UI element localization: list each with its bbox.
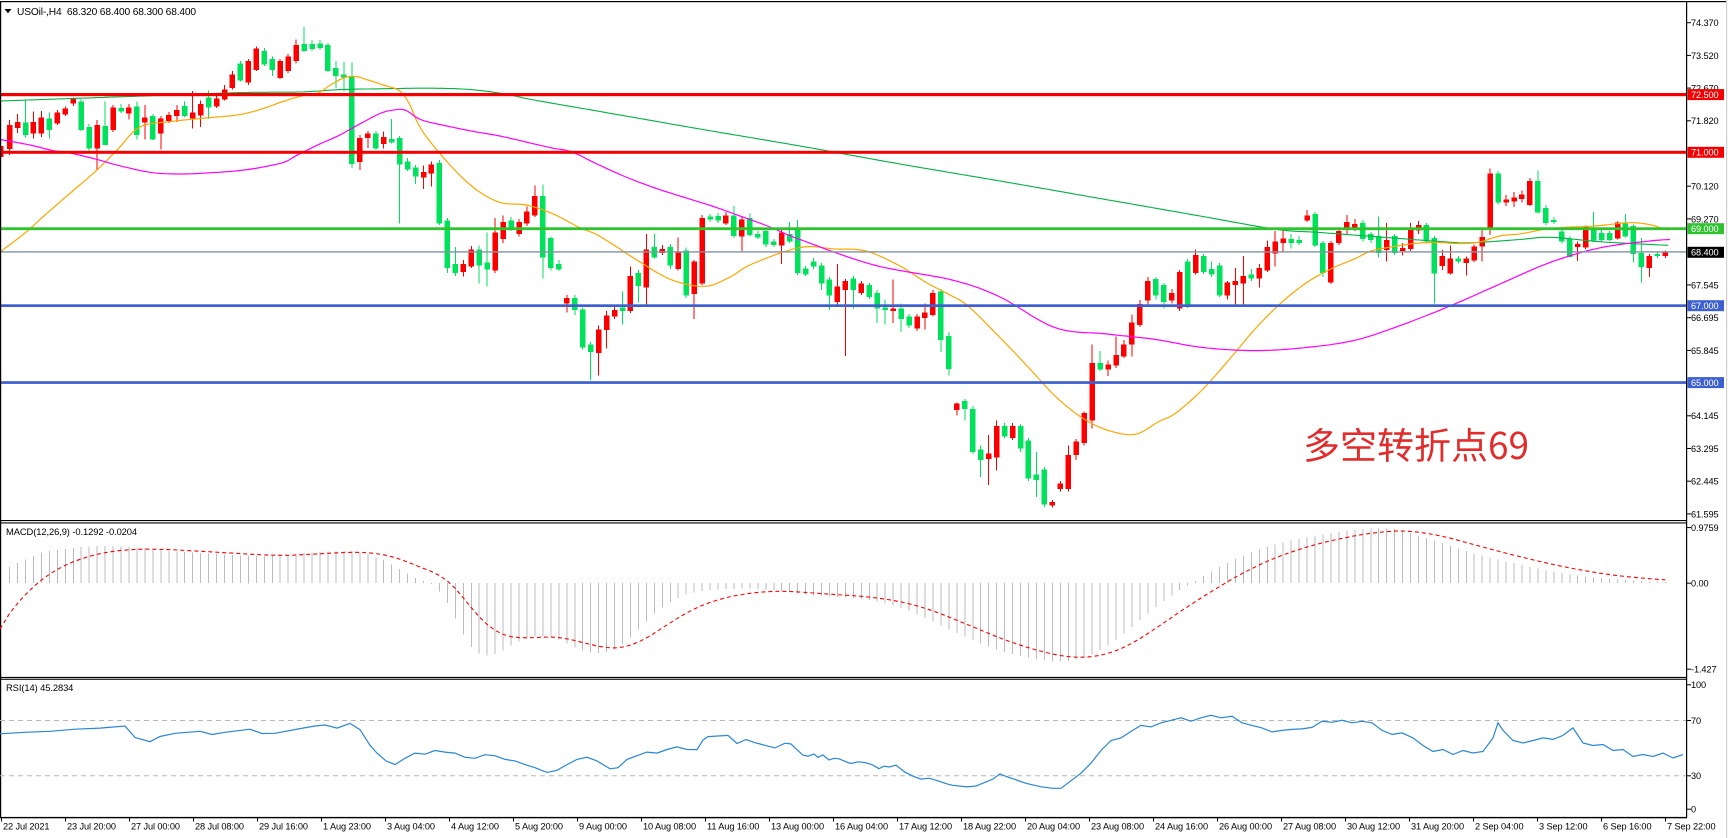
svg-text:7 Sep 22:00: 7 Sep 22:00 bbox=[1667, 822, 1715, 832]
svg-text:27 Jul 00:00: 27 Jul 00:00 bbox=[131, 822, 180, 832]
svg-text:71.000: 71.000 bbox=[1691, 148, 1719, 158]
svg-text:3 Aug 04:00: 3 Aug 04:00 bbox=[387, 822, 435, 832]
svg-text:24 Aug 16:00: 24 Aug 16:00 bbox=[1155, 822, 1208, 832]
svg-text:68.400: 68.400 bbox=[1691, 248, 1719, 258]
svg-text:61.595: 61.595 bbox=[1691, 509, 1719, 519]
svg-text:27 Aug 08:00: 27 Aug 08:00 bbox=[1283, 822, 1336, 832]
svg-text:69.000: 69.000 bbox=[1691, 224, 1719, 234]
svg-text:3 Sep 12:00: 3 Sep 12:00 bbox=[1539, 822, 1587, 832]
svg-text:70.120: 70.120 bbox=[1691, 182, 1719, 192]
svg-text:2 Sep 04:00: 2 Sep 04:00 bbox=[1475, 822, 1523, 832]
svg-text:26 Aug 00:00: 26 Aug 00:00 bbox=[1219, 822, 1272, 832]
svg-text:63.295: 63.295 bbox=[1691, 444, 1719, 454]
svg-text:6 Sep 16:00: 6 Sep 16:00 bbox=[1603, 822, 1651, 832]
svg-text:0.00: 0.00 bbox=[1691, 579, 1708, 589]
svg-text:70: 70 bbox=[1691, 716, 1701, 726]
svg-text:29 Jul 16:00: 29 Jul 16:00 bbox=[259, 822, 308, 832]
svg-text:23 Aug 08:00: 23 Aug 08:00 bbox=[1091, 822, 1144, 832]
svg-text:30: 30 bbox=[1691, 771, 1701, 781]
svg-text:22 Jul 2021: 22 Jul 2021 bbox=[3, 822, 49, 832]
svg-text:30 Aug 12:00: 30 Aug 12:00 bbox=[1347, 822, 1400, 832]
svg-text:RSI(14) 45.2834: RSI(14) 45.2834 bbox=[6, 682, 73, 693]
svg-text:11 Aug 16:00: 11 Aug 16:00 bbox=[707, 822, 759, 832]
svg-text:73.520: 73.520 bbox=[1691, 51, 1719, 61]
svg-text:64.145: 64.145 bbox=[1691, 411, 1719, 421]
svg-text:18 Aug 22:00: 18 Aug 22:00 bbox=[963, 822, 1016, 832]
svg-text:28 Jul 08:00: 28 Jul 08:00 bbox=[195, 822, 244, 832]
svg-text:65.000: 65.000 bbox=[1691, 378, 1719, 388]
svg-text:17 Aug 12:00: 17 Aug 12:00 bbox=[899, 822, 952, 832]
svg-text:MACD(12,26,9) -0.1292 -0.0204: MACD(12,26,9) -0.1292 -0.0204 bbox=[6, 526, 137, 537]
svg-text:16 Aug 04:00: 16 Aug 04:00 bbox=[835, 822, 888, 832]
svg-text:0: 0 bbox=[1691, 805, 1696, 815]
svg-text:31 Aug 20:00: 31 Aug 20:00 bbox=[1411, 822, 1464, 832]
svg-text:4 Aug 12:00: 4 Aug 12:00 bbox=[451, 822, 499, 832]
svg-text:100: 100 bbox=[1691, 680, 1706, 690]
svg-text:72.500: 72.500 bbox=[1691, 90, 1719, 100]
svg-text:23 Jul 20:00: 23 Jul 20:00 bbox=[67, 822, 116, 832]
svg-text:0.9759: 0.9759 bbox=[1691, 523, 1719, 533]
svg-text:67.000: 67.000 bbox=[1691, 301, 1719, 311]
svg-text:62.445: 62.445 bbox=[1691, 477, 1719, 487]
svg-text:10 Aug 08:00: 10 Aug 08:00 bbox=[643, 822, 696, 832]
svg-text:-1.427: -1.427 bbox=[1691, 665, 1716, 675]
svg-text:74.370: 74.370 bbox=[1691, 18, 1719, 28]
svg-text:USOil-,H4 68.320 68.400 68.30: USOil-,H4 68.320 68.400 68.300 68.400 bbox=[17, 7, 196, 18]
svg-text:66.695: 66.695 bbox=[1691, 313, 1719, 323]
svg-text:13 Aug 00:00: 13 Aug 00:00 bbox=[771, 822, 824, 832]
svg-text:5 Aug 20:00: 5 Aug 20:00 bbox=[515, 822, 563, 832]
svg-text:67.545: 67.545 bbox=[1691, 280, 1719, 290]
svg-text:9 Aug 00:00: 9 Aug 00:00 bbox=[579, 822, 627, 832]
svg-text:20 Aug 04:00: 20 Aug 04:00 bbox=[1027, 822, 1080, 832]
svg-text:1 Aug 23:00: 1 Aug 23:00 bbox=[323, 822, 371, 832]
svg-text:72.670: 72.670 bbox=[1691, 84, 1719, 94]
svg-text:71.820: 71.820 bbox=[1691, 116, 1719, 126]
svg-text:65.845: 65.845 bbox=[1691, 346, 1719, 356]
svg-text:69.270: 69.270 bbox=[1691, 214, 1719, 224]
